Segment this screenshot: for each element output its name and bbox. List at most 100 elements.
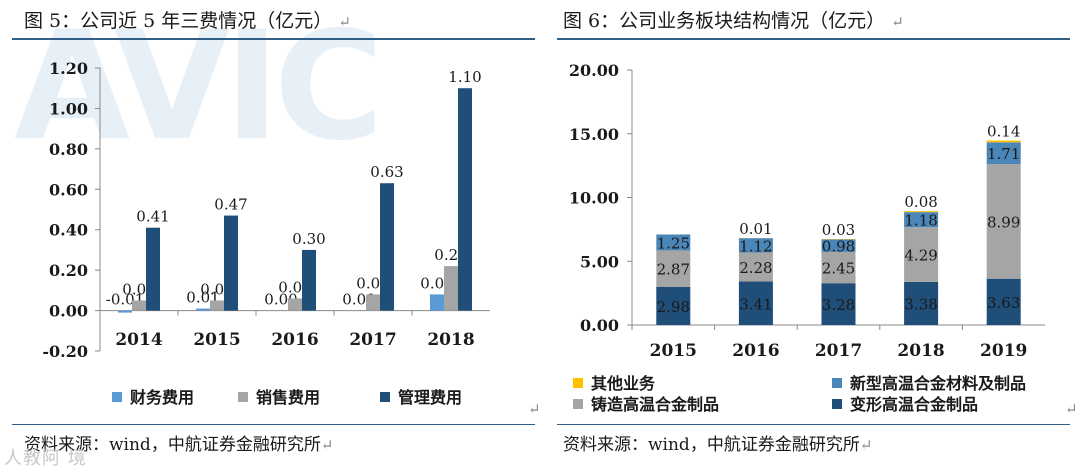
left-bottom-rule [12, 424, 535, 425]
data-label: 1.71 [987, 145, 1020, 163]
bar-新型高温合金材料及制品-2015 [656, 234, 691, 251]
left-return-mark: ↵ [528, 400, 541, 418]
right-return-mark: ↵ [1065, 400, 1078, 418]
data-label: 0.01 [739, 220, 772, 238]
left-figure-title: 图 5：公司近 5 年三费情况（亿元） ↵ [24, 10, 351, 32]
data-label: 2.28 [739, 259, 772, 277]
bar-其他业务-2019 [986, 140, 1021, 143]
bar-销售费用-2018 [444, 266, 458, 311]
bar-变形高温合金制品-2019 [986, 278, 1021, 325]
bar-管理费用-2017 [380, 183, 394, 311]
data-label: 1.10 [448, 68, 481, 86]
bar-销售费用-2015 [210, 300, 224, 311]
bar-变形高温合金制品-2018 [904, 281, 939, 325]
data-label: 0.14 [987, 123, 1020, 141]
bar-管理费用-2016 [302, 249, 316, 311]
bar-新型高温合金材料及制品-2016 [738, 238, 773, 253]
data-label: 3.63 [987, 294, 1020, 312]
bar-变形高温合金制品-2015 [656, 287, 691, 325]
bar-变形高温合金制品-2017 [821, 283, 856, 325]
bar-管理费用-2015 [224, 215, 238, 311]
right-top-rule [557, 38, 1070, 40]
bar-铸造高温合金制品-2015 [656, 250, 691, 288]
data-label: 0.47 [214, 196, 247, 214]
x-tick-label: 2016 [271, 330, 318, 350]
legend-swatch [238, 392, 248, 402]
bar-财务费用-2014 [118, 310, 132, 313]
bar-管理费用-2014 [146, 227, 160, 311]
data-label: 0.08 [904, 193, 937, 211]
x-tick-label: 2016 [732, 341, 779, 361]
data-label: 0.41 [136, 208, 169, 226]
data-label: 4.29 [904, 247, 937, 265]
data-label: 8.99 [987, 213, 1020, 231]
data-label: 2.45 [822, 260, 855, 278]
right-source-note: 资料来源：wind，中航证券金融研究所↵ [563, 435, 873, 455]
bar-变形高温合金制品-2016 [738, 281, 773, 325]
x-tick-label: 2014 [115, 330, 162, 350]
data-label: 1.25 [657, 234, 690, 252]
bar-铸造高温合金制品-2019 [986, 164, 1021, 279]
right-figure-panel: 图 6：公司业务板块结构情况（亿元） ↵ 0.00 5.00 10.00 15.00 2… [545, 0, 1080, 473]
legend-label: 铸造高温合金制品 [591, 395, 719, 414]
data-label: 3.41 [739, 295, 772, 313]
bar-新型高温合金材料及制品-2017 [821, 239, 856, 252]
left-figure-panel: AVIC 图 5：公司近 5 年三费情况（亿元） ↵ -0.20 0.00 0.20… [12, 0, 541, 455]
legend-label: 管理费用 [398, 388, 462, 407]
legend-swatch [573, 399, 583, 409]
bar-管理费用-2018 [458, 88, 472, 311]
bar-财务费用-2015 [196, 308, 210, 311]
right-stacked-bar-chart: 0.00 5.00 10.00 15.00 20.00 2015 2.98 2.87 1.25 2… [569, 61, 1045, 414]
legend-label: 变形高温合金制品 [850, 395, 978, 414]
legend-label: 财务费用 [129, 388, 194, 407]
bar-销售费用-2014 [132, 300, 146, 311]
x-tick-label: 2015 [193, 330, 240, 350]
right-figure-title: 图 6：公司业务板块结构情况（亿元） ↵ [563, 10, 904, 32]
bar-新型高温合金材料及制品-2019 [986, 142, 1021, 165]
y-tick-label: 20.00 [569, 61, 619, 80]
bar-铸造高温合金制品-2016 [738, 252, 773, 282]
y-tick-label: 0.60 [49, 180, 88, 199]
y-tick-label: 0.80 [49, 140, 88, 159]
right-bottom-rule [557, 424, 1070, 425]
x-tick-label: 2019 [980, 341, 1027, 361]
y-tick-label: 0.00 [580, 316, 619, 335]
legend-label: 新型高温合金材料及制品 [850, 374, 1026, 393]
legend-swatch [832, 378, 842, 388]
data-label: 0.03 [822, 221, 855, 239]
bar-其他业务-2018 [904, 211, 939, 213]
x-tick-label: 2017 [349, 330, 396, 350]
legend-swatch [573, 378, 583, 388]
y-tick-label: 1.00 [49, 99, 88, 118]
x-tick-label: 2018 [897, 341, 944, 361]
y-tick-label: 5.00 [580, 252, 619, 271]
data-label: 2.98 [657, 298, 690, 316]
data-label: 0.63 [370, 163, 403, 181]
legend-label: 销售费用 [256, 388, 320, 407]
data-label: 2.87 [657, 261, 690, 279]
x-tick-label: 2017 [815, 341, 862, 361]
y-tick-label: -0.20 [42, 342, 88, 361]
data-label: 0.98 [822, 238, 855, 256]
x-tick-label: 2015 [650, 341, 697, 361]
bar-铸造高温合金制品-2017 [821, 251, 856, 284]
y-tick-label: 0.00 [49, 302, 88, 321]
bottom-watermark-text: 人教阿 境 [4, 448, 87, 469]
data-label: 1.12 [739, 237, 772, 255]
y-tick-label: 1.20 [49, 59, 88, 78]
bar-销售费用-2017 [366, 294, 380, 311]
legend-swatch [380, 392, 390, 402]
left-top-rule [12, 38, 535, 40]
y-tick-label: 0.40 [49, 221, 88, 240]
bar-新型高温合金材料及制品-2018 [904, 212, 939, 228]
y-tick-label: 0.20 [49, 261, 88, 280]
bar-销售费用-2016 [288, 298, 302, 311]
data-label: 3.28 [822, 296, 855, 314]
y-tick-label: 10.00 [569, 189, 619, 208]
bar-财务费用-2018 [430, 294, 444, 311]
left-source-note: 资料来源：wind，中航证券金融研究所↵ [24, 435, 334, 455]
data-label: 3.38 [904, 295, 937, 313]
legend-swatch [112, 392, 122, 402]
bar-铸造高温合金制品-2018 [904, 227, 939, 282]
legend-swatch [832, 399, 842, 409]
